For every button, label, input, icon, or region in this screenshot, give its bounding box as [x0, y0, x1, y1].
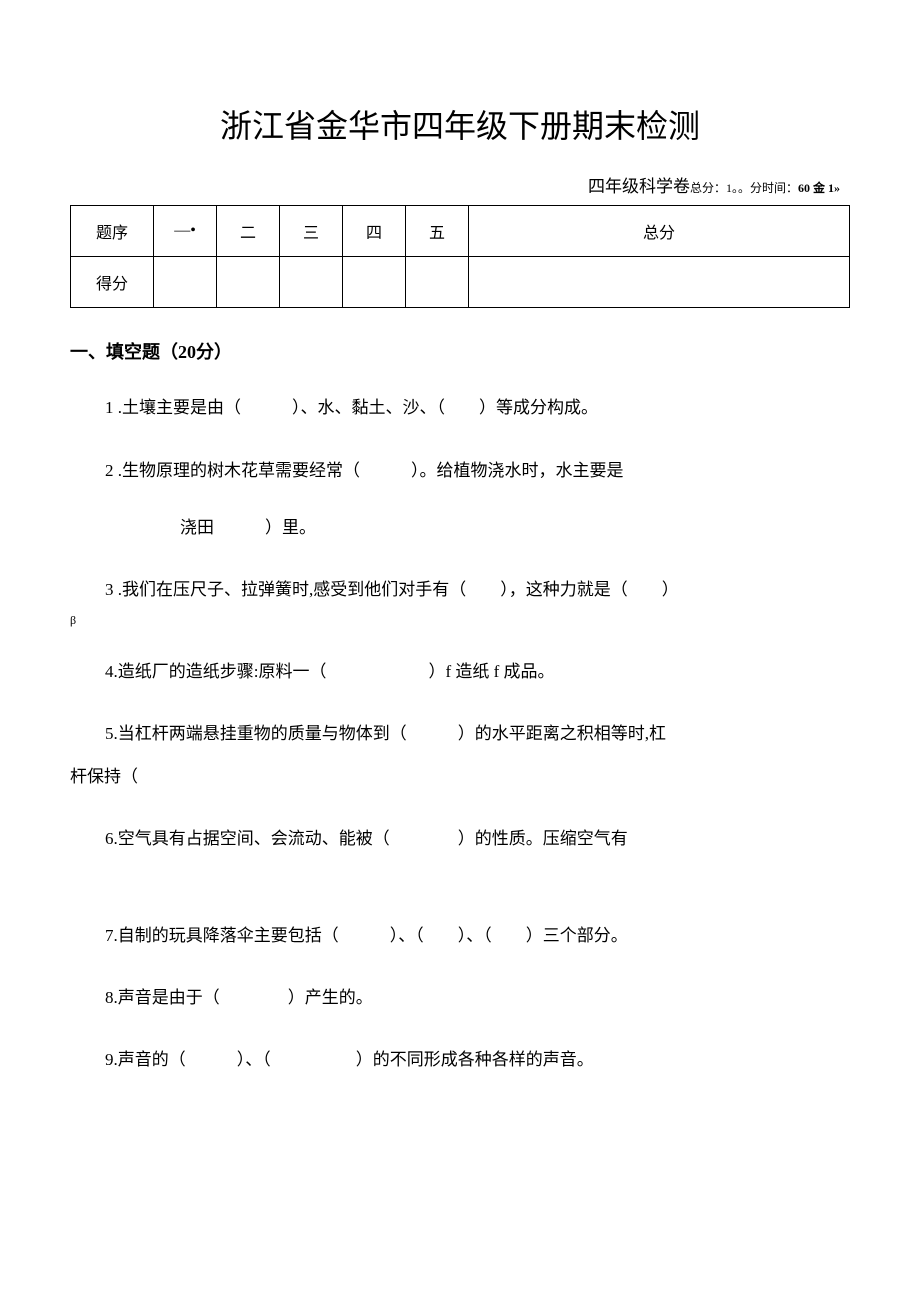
- table-row: 得分: [71, 257, 850, 308]
- subtitle-row: 四年级科学卷总分：1。。分时间：60 金 1»: [70, 172, 850, 197]
- cell-row1-label: 题序: [71, 206, 154, 257]
- meta-1: 总分：1: [690, 181, 732, 195]
- cell-score-1: [154, 257, 217, 308]
- cell-col-2: 二: [217, 206, 280, 257]
- question-4: 4.造纸厂的造纸步骤:原料一（ ）f 造纸 f 成品。: [70, 658, 850, 685]
- table-row: 题序 —• 二 三 四 五 总分: [71, 206, 850, 257]
- question-3: 3 .我们在压尺子、拉弹簧时,感受到他们对手有（ ），这种力就是（ ）: [70, 576, 850, 603]
- cell-total-label: 总分: [469, 206, 850, 257]
- cell-score-3: [280, 257, 343, 308]
- question-6: 6.空气具有占据空间、会流动、能被（ ）的性质。压缩空气有: [70, 825, 850, 852]
- score-table: 题序 —• 二 三 四 五 总分 得分: [70, 205, 850, 308]
- question-5-part1: 5.当杠杆两端悬挂重物的质量与物体到（ ）的水平距离之积相等时,杠: [70, 720, 850, 747]
- cell-score-2: [217, 257, 280, 308]
- question-2: 2 .生物原理的树木花草需要经常（ ）。给植物浇水时，水主要是 浇田 ）里。: [70, 457, 850, 541]
- exam-page: 浙江省金华市四年级下册期末检测 四年级科学卷总分：1。。分时间：60 金 1» …: [0, 0, 920, 1149]
- question-3-greek: β: [70, 613, 850, 628]
- cell-row2-label: 得分: [71, 257, 154, 308]
- page-title: 浙江省金华市四年级下册期末检测: [70, 101, 850, 147]
- cell-col-1: —•: [154, 206, 217, 257]
- subject-label: 四年级科学卷: [588, 177, 690, 196]
- cell-col-3: 三: [280, 206, 343, 257]
- question-8: 8.声音是由于（ ）产生的。: [70, 984, 850, 1011]
- section-header-1: 一、填空题（20分）: [70, 338, 850, 364]
- cell-score-5: [406, 257, 469, 308]
- q2-line1: 2 .生物原理的树木花草需要经常（ ）。给植物浇水时，水主要是: [105, 461, 624, 480]
- q2-line2: 浇田 ）里。: [120, 514, 850, 541]
- cell-col-4: 四: [343, 206, 406, 257]
- cell-score-total: [469, 257, 850, 308]
- question-1: 1 .土壤主要是由（ ）、水、黏土、沙、（ ）等成分构成。: [70, 394, 850, 421]
- cell-col-5: 五: [406, 206, 469, 257]
- cell-score-4: [343, 257, 406, 308]
- meta-3: 60 金 1»: [798, 181, 840, 195]
- question-9: 9.声音的（ ）、（ ）的不同形成各种各样的声音。: [70, 1046, 850, 1073]
- question-5-part2: 杆保持（: [70, 763, 850, 790]
- question-7: 7.自制的玩具降落伞主要包括（ ）、（ ）、（ ）三个部分。: [70, 922, 850, 949]
- meta-2: 。。分时间：: [732, 181, 798, 195]
